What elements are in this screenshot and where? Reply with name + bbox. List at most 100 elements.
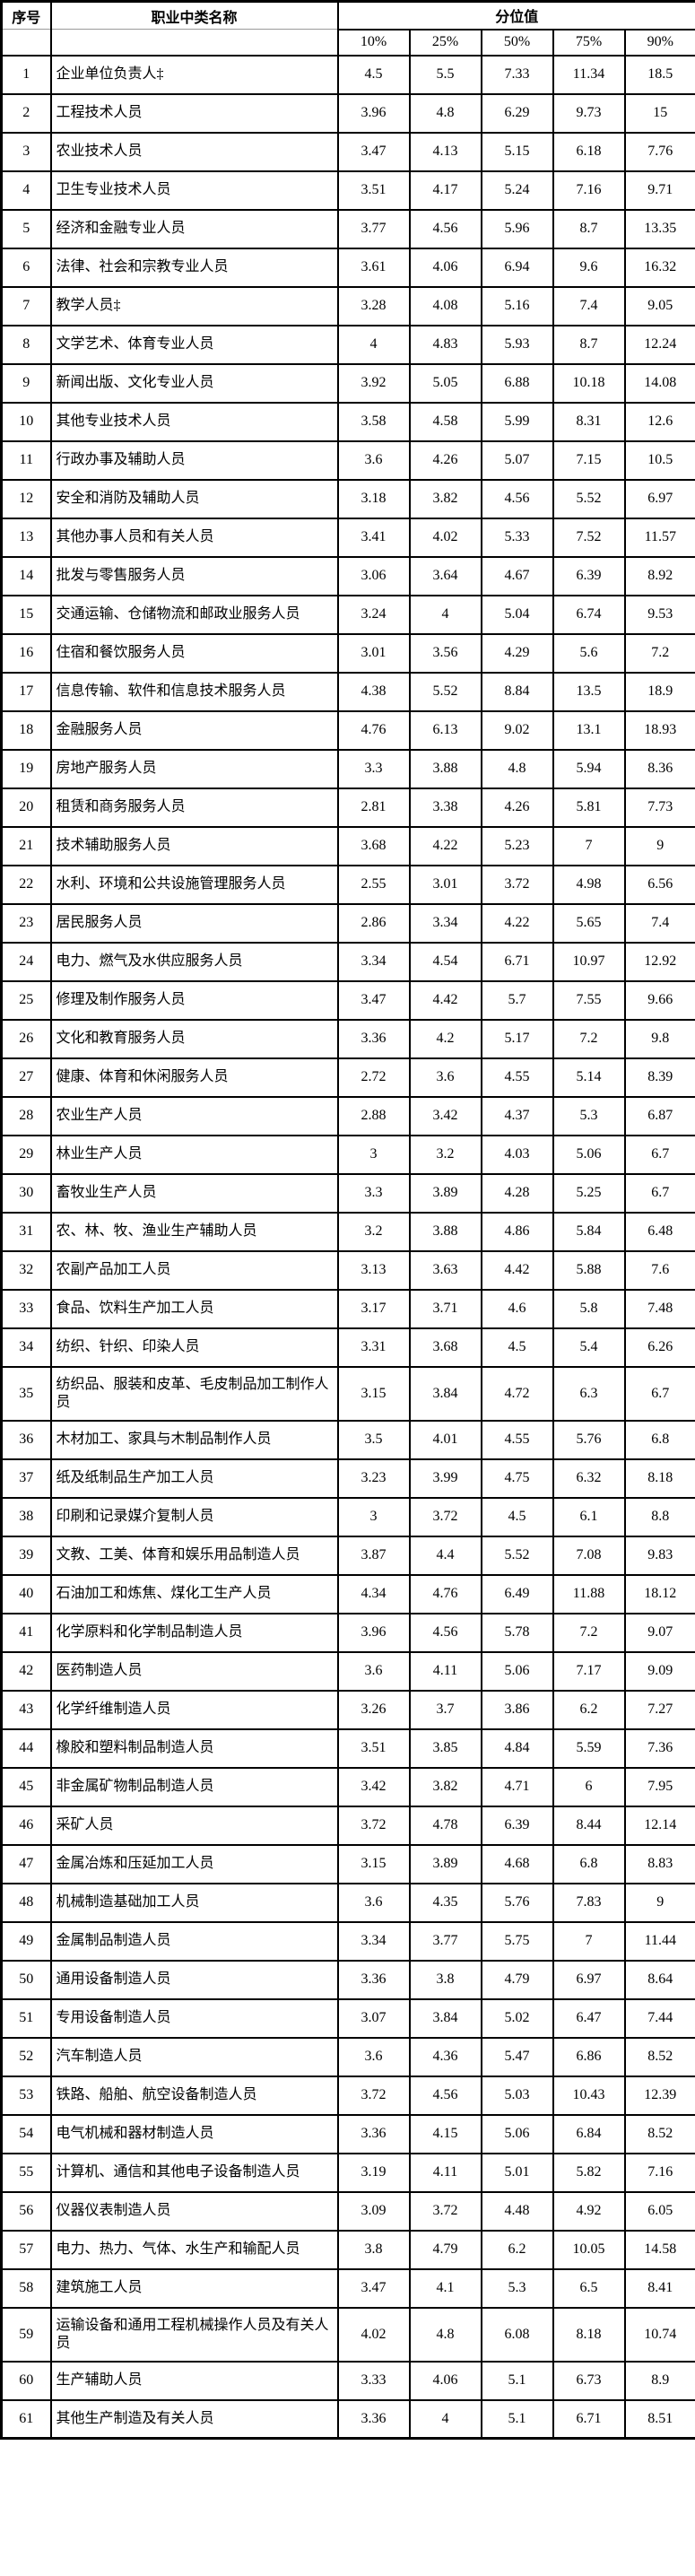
percentile-50-cell: 4.55 [480, 1057, 554, 1098]
percentile-25-cell: 3.88 [408, 748, 482, 789]
percentile-25-cell: 3.7 [408, 1689, 482, 1730]
occupation-name-cell: 采矿人员 [49, 1805, 339, 1846]
percentile-50-cell: 6.71 [480, 941, 554, 982]
occupation-name-cell: 交通运输、仓储物流和邮政业服务人员 [49, 594, 339, 635]
percentile-50-cell: 4.67 [480, 555, 554, 596]
percentile-75-cell: 13.5 [552, 671, 626, 712]
table-row: 8 文学艺术、体育专业人员 4 4.83 5.93 8.7 12.24 [0, 324, 695, 365]
percentile-90-cell: 8.92 [623, 555, 695, 596]
percentile-90-cell: 18.5 [623, 54, 695, 95]
percentile-90-cell: 12.92 [623, 941, 695, 982]
occupation-name-cell: 批发与零售服务人员 [49, 555, 339, 596]
percentile-90-cell: 7.76 [623, 131, 695, 172]
occupation-name-cell: 纸及纸制品生产加工人员 [49, 1458, 339, 1499]
row-index-cell: 1 [0, 54, 52, 95]
percentile-90-cell: 9.05 [623, 285, 695, 326]
percentile-10-cell: 3.15 [336, 1365, 411, 1422]
occupation-name-cell: 电力、燃气及水供应服务人员 [49, 941, 339, 982]
percentile-50-cell: 4.55 [480, 1419, 554, 1460]
percentile-50-cell: 4.71 [480, 1766, 554, 1807]
table-row: 38 印刷和记录媒介复制人员 3 3.72 4.5 6.1 8.8 [0, 1496, 695, 1537]
occupation-name-cell: 卫生专业技术人员 [49, 170, 339, 211]
percentile-25-cell: 4.8 [408, 2306, 482, 2363]
percentile-50-cell: 4.5 [480, 1327, 554, 1368]
row-index-cell: 10 [0, 401, 52, 442]
percentile-10-cell: 3.28 [336, 285, 411, 326]
percentile-90-cell: 8.51 [623, 2398, 695, 2440]
occupation-name-cell: 铁路、船舶、航空设备制造人员 [49, 2075, 339, 2116]
percentile-25-cell: 3.64 [408, 555, 482, 596]
table-row: 27 健康、体育和休闲服务人员 2.72 3.6 4.55 5.14 8.39 [0, 1057, 695, 1098]
table-row: 23 居民服务人员 2.86 3.34 4.22 5.65 7.4 [0, 902, 695, 944]
table-row: 29 林业生产人员 3 3.2 4.03 5.06 6.7 [0, 1134, 695, 1175]
occupation-name-cell: 机械制造基础加工人员 [49, 1882, 339, 1923]
percentile-25-cell: 4.2 [408, 1018, 482, 1059]
table-row: 15 交通运输、仓储物流和邮政业服务人员 3.24 4 5.04 6.74 9.… [0, 594, 695, 635]
occupation-name-cell: 房地产服务人员 [49, 748, 339, 789]
occupation-name-cell: 农副产品加工人员 [49, 1249, 339, 1291]
occupation-name-cell: 运输设备和通用工程机械操作人员及有关人员 [49, 2306, 339, 2363]
row-index-cell: 6 [0, 247, 52, 288]
percentile-90-cell: 15 [623, 92, 695, 134]
percentile-50-cell: 5.3 [480, 2267, 554, 2309]
row-index-cell: 29 [0, 1134, 52, 1175]
percentile-50-cell: 5.02 [480, 1997, 554, 2039]
percentile-50-cell: 5.78 [480, 1612, 554, 1653]
percentile-10-cell: 3.33 [336, 2360, 411, 2401]
occupation-name-cell: 健康、体育和休闲服务人员 [49, 1057, 339, 1098]
table-row: 19 房地产服务人员 3.3 3.88 4.8 5.94 8.36 [0, 748, 695, 789]
percentile-25-cell: 5.05 [408, 362, 482, 404]
percentile-90-cell: 7.95 [623, 1766, 695, 1807]
occupation-name-cell: 文化和教育服务人员 [49, 1018, 339, 1059]
occupation-name-cell: 农业技术人员 [49, 131, 339, 172]
percentile-90-cell: 8.83 [623, 1843, 695, 1884]
row-index-cell: 36 [0, 1419, 52, 1460]
occupation-name-cell: 新闻出版、文化专业人员 [49, 362, 339, 404]
percentile-50-cell: 5.1 [480, 2398, 554, 2440]
percentile-90-cell: 14.58 [623, 2229, 695, 2270]
table-row: 33 食品、饮料生产加工人员 3.17 3.71 4.6 5.8 7.48 [0, 1288, 695, 1329]
percentile-25-cell: 3.89 [408, 1843, 482, 1884]
percentile-90-cell: 8.41 [623, 2267, 695, 2309]
percentile-75-cell: 5.14 [552, 1057, 626, 1098]
percentile-10-cell: 3.58 [336, 401, 411, 442]
percentile-50-cell: 4.22 [480, 902, 554, 944]
percentile-25-cell: 3.01 [408, 864, 482, 905]
occupation-name-cell: 住宿和餐饮服务人员 [49, 632, 339, 674]
percentile-90-cell: 7.4 [623, 902, 695, 944]
percentile-90-cell: 9.8 [623, 1018, 695, 1059]
percentile-50-cell: 4.79 [480, 1959, 554, 2000]
occupation-name-cell: 林业生产人员 [49, 1134, 339, 1175]
percentile-90-cell: 7.27 [623, 1689, 695, 1730]
percentile-75-cell: 9.73 [552, 92, 626, 134]
percentile-25-cell: 3.68 [408, 1327, 482, 1368]
percentile-50-cell: 4.84 [480, 1727, 554, 1769]
row-index-cell: 39 [0, 1535, 52, 1576]
percentile-25-cell: 4.79 [408, 2229, 482, 2270]
percentile-75-cell: 6.97 [552, 1959, 626, 2000]
percentile-10-cell: 3.36 [336, 1959, 411, 2000]
percentile-10-cell: 3.34 [336, 941, 411, 982]
row-index-cell: 3 [0, 131, 52, 172]
table-row: 34 纺织、针织、印染人员 3.31 3.68 4.5 5.4 6.26 [0, 1327, 695, 1368]
table-row: 30 畜牧业生产人员 3.3 3.89 4.28 5.25 6.7 [0, 1172, 695, 1214]
percentile-10-cell: 3.26 [336, 1689, 411, 1730]
percentile-90-cell: 14.08 [623, 362, 695, 404]
percentile-90-cell: 7.16 [623, 2152, 695, 2193]
table-row: 46 采矿人员 3.72 4.78 6.39 8.44 12.14 [0, 1805, 695, 1846]
percentile-75-cell: 5.59 [552, 1727, 626, 1769]
row-index-cell: 56 [0, 2190, 52, 2232]
percentile-75-cell: 10.05 [552, 2229, 626, 2270]
row-index-cell: 11 [0, 439, 52, 481]
percentile-10-cell: 3.72 [336, 2075, 411, 2116]
percentile-90-cell: 8.39 [623, 1057, 695, 1098]
percentile-90-cell: 6.26 [623, 1327, 695, 1368]
percentile-90-cell: 9 [623, 1882, 695, 1923]
percentile-90-cell: 8.52 [623, 2036, 695, 2077]
table-row: 52 汽车制造人员 3.6 4.36 5.47 6.86 8.52 [0, 2036, 695, 2077]
row-index-cell: 30 [0, 1172, 52, 1214]
percentile-50-cell: 7.33 [480, 54, 554, 95]
percentile-90-cell: 7.73 [623, 787, 695, 828]
table-row: 11 行政办事及辅助人员 3.6 4.26 5.07 7.15 10.5 [0, 439, 695, 481]
column-header-percentile-10: 10% [336, 28, 411, 57]
